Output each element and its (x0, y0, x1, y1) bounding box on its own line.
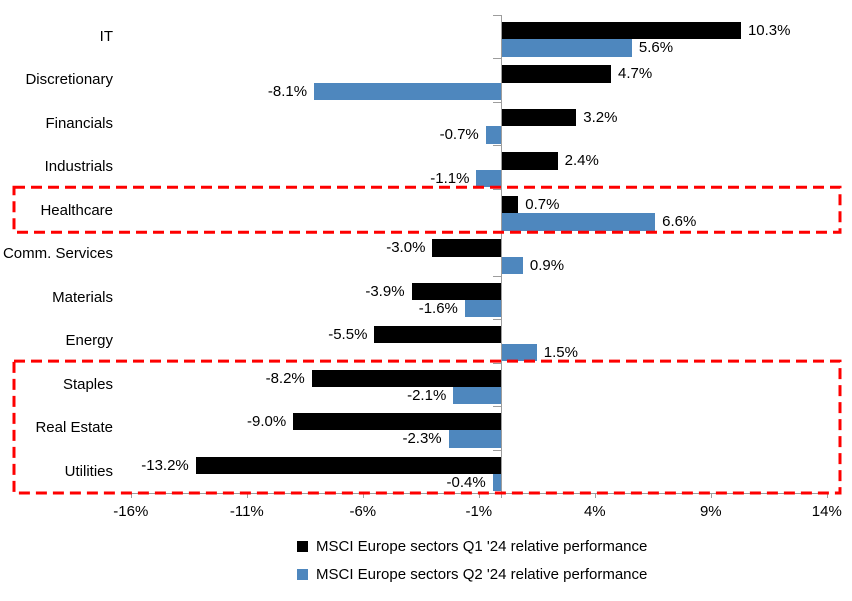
bar-q1-it (502, 22, 741, 40)
value-axis-tick (594, 493, 596, 498)
category-axis-tick (493, 101, 501, 103)
category-label-materials: Materials (52, 288, 113, 306)
x-tick-label-16: -16% (113, 503, 149, 520)
bar-value-label: -3.9% (365, 282, 405, 300)
bar-q2-discretionary (314, 82, 502, 101)
bar-value-label: 6.6% (662, 213, 697, 231)
bar-q2-materials (464, 300, 502, 318)
value-axis-tick (826, 493, 828, 498)
bar-q2-real-estate (448, 430, 502, 448)
bar-q1-materials (411, 282, 502, 301)
x-tick-label-9: 9% (699, 503, 722, 520)
bar-q1-energy (374, 326, 502, 344)
bar-value-label: -2.1% (407, 387, 447, 405)
category-axis-tick (493, 145, 501, 147)
bar-value-label: 1.5% (543, 343, 578, 361)
bar-value-label: 2.4% (564, 152, 599, 170)
value-axis-line (501, 15, 502, 498)
bar-q2-it (502, 39, 632, 57)
bar-q1-real-estate (293, 413, 502, 431)
legend-swatch-q1 (297, 540, 308, 552)
category-label-comm-services: Comm. Services (2, 245, 113, 263)
bar-value-label: 3.2% (583, 108, 618, 126)
bar-q1-utilities (195, 456, 502, 474)
bar-q1-comm-services (432, 239, 502, 257)
x-tick-label-4: 4% (583, 503, 606, 520)
bar-q2-healthcare (502, 213, 656, 231)
category-axis-tick (493, 188, 501, 190)
bar-value-label: -8.1% (267, 82, 308, 100)
legend: MSCI Europe sectors Q1 '24 relative perf… (297, 532, 647, 588)
bar-value-label: 0.9% (529, 256, 565, 274)
bar-value-label: 10.3% (747, 22, 791, 39)
bar-value-label: -3.0% (386, 239, 426, 257)
category-label-utilities: Utilities (64, 462, 113, 480)
bar-value-label: -0.4% (446, 473, 486, 491)
x-tick-label-6: -6% (349, 503, 377, 520)
bar-q1-financials (502, 108, 577, 127)
bar-value-label: -1.6% (418, 300, 458, 318)
legend-swatch-q2 (297, 568, 308, 580)
value-axis-tick (478, 493, 480, 498)
bar-value-label: -13.2% (141, 456, 189, 474)
category-axis-tick (493, 362, 501, 364)
bar-q1-industrials (502, 152, 558, 170)
category-axis-tick (493, 319, 501, 321)
category-label-real-estate: Real Estate (35, 419, 113, 437)
category-axis-tick (493, 15, 501, 16)
category-axis-tick (493, 58, 501, 60)
bar-value-label: -5.5% (328, 326, 368, 344)
legend-label-q1: MSCI Europe sectors Q1 '24 relative perf… (316, 537, 648, 555)
bar-q2-comm-services (502, 256, 523, 274)
legend-item-q2: MSCI Europe sectors Q2 '24 relative perf… (297, 560, 647, 588)
legend-item-q1: MSCI Europe sectors Q1 '24 relative perf… (297, 532, 647, 560)
bar-value-label: 5.6% (638, 39, 674, 57)
value-axis-tick (710, 493, 712, 498)
x-tick-label-1: -1% (465, 503, 493, 520)
bar-q2-energy (502, 343, 537, 361)
bar-q1-discretionary (502, 65, 612, 83)
x-tick-label-11: -11% (229, 503, 264, 520)
category-axis-tick (493, 406, 501, 408)
bar-value-label: -8.2% (265, 369, 305, 387)
bar-value-label: -2.3% (402, 430, 442, 448)
category-label-energy: Energy (65, 332, 113, 350)
category-axis-tick (493, 275, 501, 277)
bar-q1-healthcare (502, 195, 519, 214)
bar-value-label: 0.7% (525, 195, 560, 213)
bar-value-label: -0.7% (439, 126, 479, 144)
category-label-discretionary: Discretionary (25, 71, 113, 89)
bar-q2-staples (453, 387, 502, 405)
value-axis-tick (362, 493, 364, 498)
category-label-staples: Staples (62, 375, 113, 393)
category-axis-tick (493, 232, 501, 234)
category-label-it: IT (99, 28, 113, 45)
bar-value-label: 4.7% (618, 65, 653, 83)
category-label-healthcare: Healthcare (40, 201, 113, 219)
bar-q2-financials (485, 126, 502, 144)
bar-value-label: -9.0% (247, 413, 287, 431)
category-axis-tick (493, 449, 501, 451)
healthcare-highlight (12, 185, 842, 234)
bar-q2-industrials (476, 169, 502, 188)
value-axis-tick (130, 493, 132, 498)
x-tick-label-14: 14% (811, 503, 842, 520)
legend-label-q2: MSCI Europe sectors Q2 '24 relative perf… (316, 565, 648, 583)
value-axis-tick (246, 493, 248, 498)
bar-q1-staples (311, 369, 502, 387)
category-label-industrials: Industrials (44, 158, 113, 176)
category-label-financials: Financials (45, 114, 113, 132)
bar-value-label: -1.1% (430, 169, 470, 187)
